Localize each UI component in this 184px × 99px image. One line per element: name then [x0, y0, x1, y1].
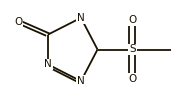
- Text: N: N: [44, 59, 52, 69]
- Text: O: O: [128, 15, 137, 25]
- Text: N: N: [77, 76, 85, 86]
- Text: S: S: [129, 44, 136, 55]
- Text: O: O: [128, 74, 137, 84]
- Text: O: O: [14, 17, 22, 27]
- Text: N: N: [77, 13, 85, 23]
